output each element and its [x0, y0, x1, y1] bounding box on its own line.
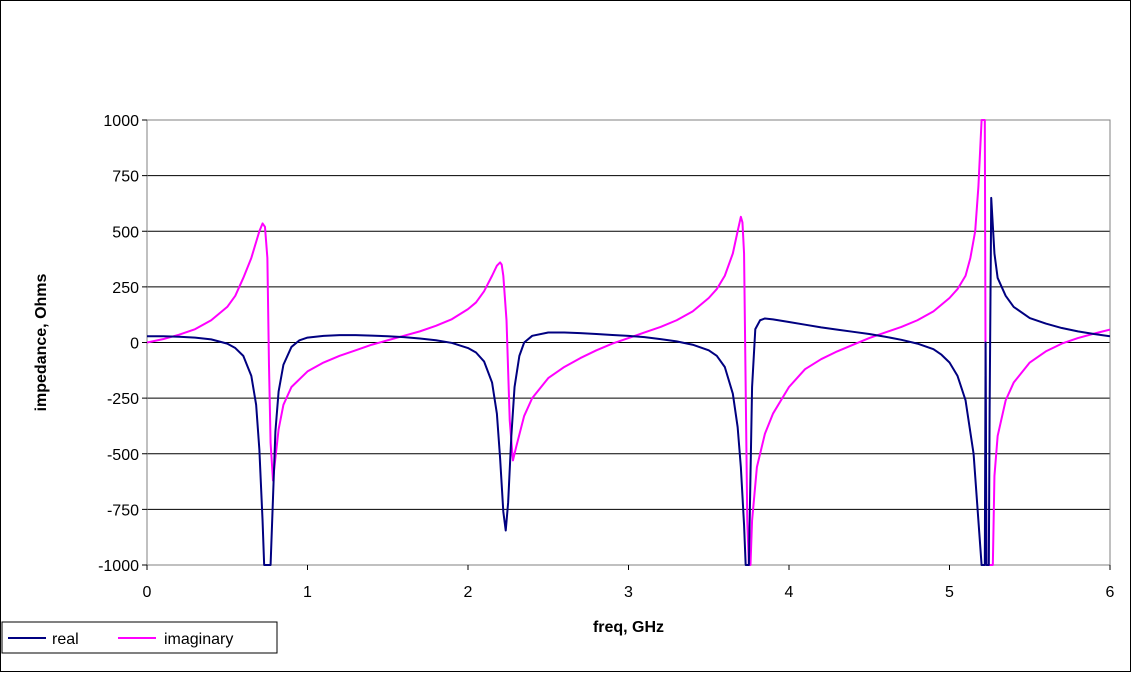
- x-tick-label: 3: [624, 584, 633, 601]
- x-tick-label: 1: [303, 584, 312, 601]
- legend-label-real: real: [52, 631, 79, 648]
- x-tick-label: 2: [464, 584, 473, 601]
- y-tick-label: -250: [107, 391, 139, 408]
- series-group: [147, 119, 1110, 566]
- y-axis-title: impedance, Ohms: [33, 273, 50, 411]
- y-tick-label: -750: [107, 502, 139, 519]
- y-tick-label: -1000: [98, 558, 139, 575]
- x-tick-label: 5: [945, 584, 954, 601]
- x-axis-title: freq, GHz: [593, 619, 664, 636]
- y-tick-label: -500: [107, 447, 139, 464]
- series-line-imaginary: [147, 119, 1110, 566]
- x-tick-label: 4: [785, 584, 794, 601]
- y-axis-ticks: 1000 750 500 250 0 -250 -500 -750 -1000: [98, 113, 147, 575]
- y-tick-label: 250: [112, 280, 139, 297]
- legend: real imaginary: [1, 621, 278, 654]
- y-tick-label: 0: [130, 336, 139, 353]
- x-axis-ticks: 0 1 2 3 4 5 6: [143, 565, 1115, 601]
- x-tick-label: 0: [143, 584, 152, 601]
- y-tick-label: 500: [112, 224, 139, 241]
- y-tick-label: 750: [112, 169, 139, 186]
- y-tick-label: 1000: [103, 113, 139, 130]
- x-tick-label: 6: [1106, 584, 1115, 601]
- legend-label-imaginary: imaginary: [164, 631, 233, 648]
- series-line-real: [147, 196, 1110, 566]
